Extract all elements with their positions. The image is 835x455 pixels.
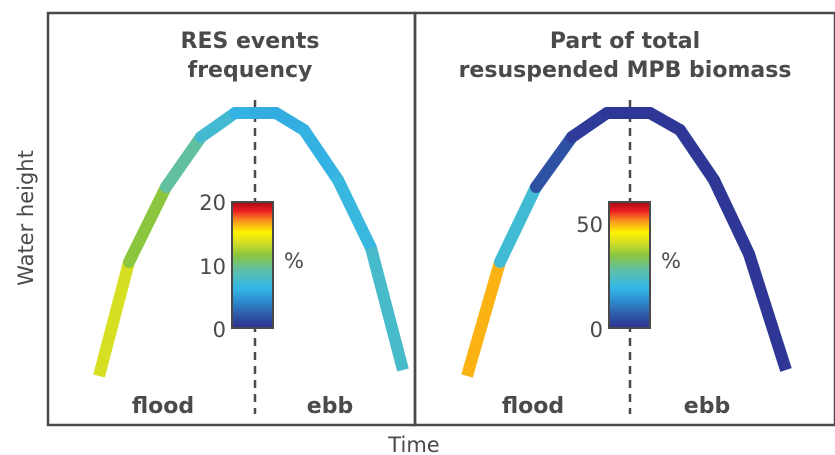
curve-segment <box>566 107 613 143</box>
colorbar-tick-label: 0 <box>213 318 226 342</box>
panel-title-line2: resuspended MPB biomass <box>459 58 792 83</box>
curve-segment <box>195 107 241 143</box>
curve-segment <box>365 246 409 372</box>
curve-segment <box>674 124 720 186</box>
panel-title-line1: RES events <box>181 29 320 54</box>
colorbar <box>608 201 651 329</box>
panel-res-frequency: RES events frequency 20 10 0 % flood ebb <box>46 11 417 427</box>
curve-segment <box>461 260 506 378</box>
curve-segment <box>743 252 792 372</box>
curve-segment <box>93 260 135 378</box>
curve-segment <box>298 124 344 186</box>
tidal-curve <box>93 107 409 378</box>
colorbar-tick-label: 10 <box>199 255 226 279</box>
tidal-curve <box>461 107 792 378</box>
panel-frame <box>413 11 835 427</box>
x-axis-label: Time <box>387 433 439 455</box>
colorbar-unit: % <box>284 249 304 273</box>
phase-flood-label: flood <box>132 394 194 419</box>
curve-segment <box>332 174 377 254</box>
curve-segment <box>708 174 755 260</box>
curve-segment <box>494 181 542 268</box>
y-axis-label: Water height <box>14 150 38 286</box>
curve-segment <box>530 131 578 193</box>
curve-segment <box>123 181 172 268</box>
colorbar-tick-label: 50 <box>576 213 603 237</box>
panel-title-line2: frequency <box>188 58 313 83</box>
panel-mpb-biomass: Part of total resuspended MPB biomass 50… <box>413 11 835 427</box>
panel-title-line1: Part of total <box>550 29 700 54</box>
phase-ebb-label: ebb <box>307 394 353 419</box>
colorbar-tick-label: 20 <box>199 191 226 215</box>
colorbar-unit: % <box>661 249 681 273</box>
colorbar <box>231 201 274 329</box>
curve-segment <box>160 131 207 193</box>
colorbar-tick-label: 0 <box>590 318 603 342</box>
phase-flood-label: flood <box>502 394 564 419</box>
phase-ebb-label: ebb <box>684 394 730 419</box>
